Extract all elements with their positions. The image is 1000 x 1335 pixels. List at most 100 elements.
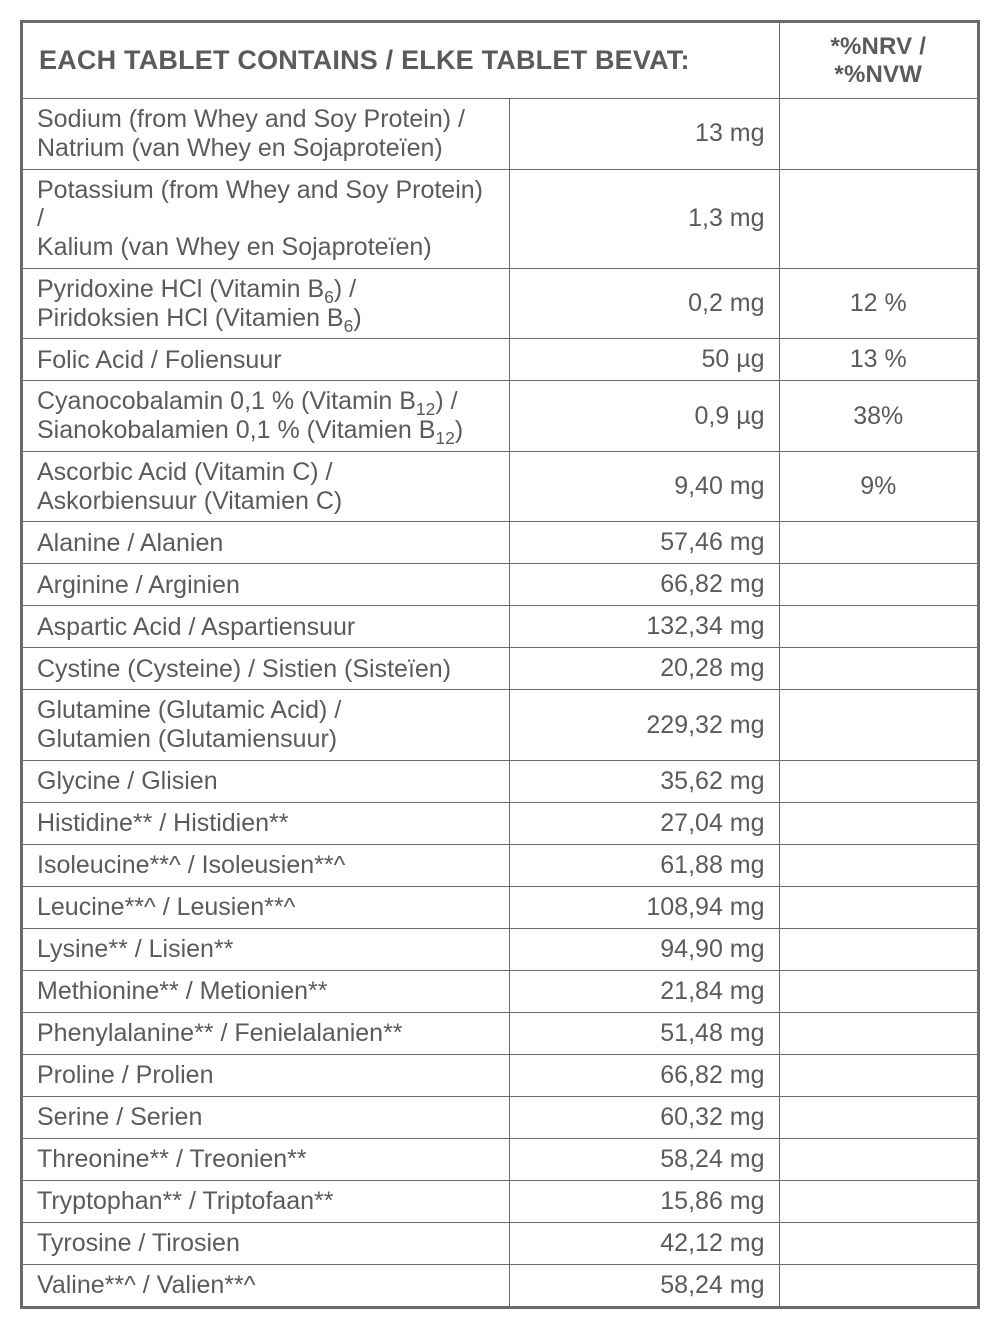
ingredient-amount: 132,34 mg [510, 606, 779, 648]
table-row: Valine**^ / Valien**^58,24 mg [22, 1264, 979, 1307]
ingredient-amount: 58,24 mg [510, 1264, 779, 1307]
ingredient-nrv [779, 970, 978, 1012]
table-row: Aspartic Acid / Aspartiensuur132,34 mg [22, 606, 979, 648]
ingredient-nrv [779, 1012, 978, 1054]
table-row: Sodium (from Whey and Soy Protein) /Natr… [22, 99, 979, 170]
ingredient-nrv [779, 1096, 978, 1138]
table-row: Cystine (Cysteine) / Sistien (Sisteïen)2… [22, 648, 979, 690]
ingredient-amount: 0,2 mg [510, 268, 779, 339]
ingredient-amount: 13 mg [510, 99, 779, 170]
ingredient-nrv [779, 522, 978, 564]
ingredient-name: Folic Acid / Foliensuur [22, 339, 510, 381]
table-row: Threonine** / Treonien**58,24 mg [22, 1138, 979, 1180]
ingredient-name: Serine / Serien [22, 1096, 510, 1138]
ingredient-name: Tyrosine / Tirosien [22, 1222, 510, 1264]
ingredient-amount: 58,24 mg [510, 1138, 779, 1180]
table-row: Methionine** / Metionien**21,84 mg [22, 970, 979, 1012]
ingredient-amount: 108,94 mg [510, 886, 779, 928]
ingredient-name: Pyridoxine HCl (Vitamin B6) /Piridoksien… [22, 268, 510, 339]
ingredient-name: Valine**^ / Valien**^ [22, 1264, 510, 1307]
ingredient-name: Potassium (from Whey and Soy Protein) /K… [22, 169, 510, 268]
ingredient-nrv [779, 802, 978, 844]
ingredient-nrv [779, 648, 978, 690]
ingredient-nrv [779, 1054, 978, 1096]
ingredient-amount: 57,46 mg [510, 522, 779, 564]
ingredient-name: Methionine** / Metionien** [22, 970, 510, 1012]
ingredient-nrv [779, 606, 978, 648]
ingredient-nrv: 12 % [779, 268, 978, 339]
ingredient-amount: 42,12 mg [510, 1222, 779, 1264]
ingredient-name: Histidine** / Histidien** [22, 802, 510, 844]
ingredient-amount: 51,48 mg [510, 1012, 779, 1054]
ingredient-name: Alanine / Alanien [22, 522, 510, 564]
ingredient-amount: 229,32 mg [510, 690, 779, 761]
table-header-row: EACH TABLET CONTAINS / ELKE TABLET BEVAT… [22, 22, 979, 99]
ingredient-name: Leucine**^ / Leusien**^ [22, 886, 510, 928]
table-row: Alanine / Alanien57,46 mg [22, 522, 979, 564]
nutrition-table: EACH TABLET CONTAINS / ELKE TABLET BEVAT… [20, 20, 980, 1309]
ingredient-nrv [779, 1222, 978, 1264]
ingredient-amount: 9,40 mg [510, 451, 779, 522]
ingredient-amount: 15,86 mg [510, 1180, 779, 1222]
ingredient-nrv [779, 564, 978, 606]
table-row: Ascorbic Acid (Vitamin C) /Askorbiensuur… [22, 451, 979, 522]
ingredient-nrv [779, 169, 978, 268]
table-row: Tryptophan** / Triptofaan**15,86 mg [22, 1180, 979, 1222]
ingredient-nrv: 9% [779, 451, 978, 522]
ingredient-amount: 66,82 mg [510, 1054, 779, 1096]
ingredient-amount: 61,88 mg [510, 844, 779, 886]
ingredient-name: Aspartic Acid / Aspartiensuur [22, 606, 510, 648]
ingredient-name: Proline / Prolien [22, 1054, 510, 1096]
ingredient-name: Sodium (from Whey and Soy Protein) /Natr… [22, 99, 510, 170]
table-row: Pyridoxine HCl (Vitamin B6) /Piridoksien… [22, 268, 979, 339]
table-row: Tyrosine / Tirosien42,12 mg [22, 1222, 979, 1264]
ingredient-nrv: 38% [779, 381, 978, 452]
table-row: Lysine** / Lisien**94,90 mg [22, 928, 979, 970]
table-row: Folic Acid / Foliensuur50 µg13 % [22, 339, 979, 381]
ingredient-name: Lysine** / Lisien** [22, 928, 510, 970]
ingredient-name: Ascorbic Acid (Vitamin C) /Askorbiensuur… [22, 451, 510, 522]
ingredient-nrv: 13 % [779, 339, 978, 381]
table-row: Isoleucine**^ / Isoleusien**^61,88 mg [22, 844, 979, 886]
table-body: Sodium (from Whey and Soy Protein) /Natr… [22, 99, 979, 1308]
ingredient-nrv [779, 1138, 978, 1180]
ingredient-nrv [779, 99, 978, 170]
table-row: Histidine** / Histidien**27,04 mg [22, 802, 979, 844]
ingredient-name: Glutamine (Glutamic Acid) /Glutamien (Gl… [22, 690, 510, 761]
ingredient-amount: 0,9 µg [510, 381, 779, 452]
table-row: Glycine / Glisien35,62 mg [22, 760, 979, 802]
ingredient-name: Threonine** / Treonien** [22, 1138, 510, 1180]
ingredient-name: Arginine / Arginien [22, 564, 510, 606]
header-nrv: *%NRV /*%NVW [779, 22, 978, 99]
header-title: EACH TABLET CONTAINS / ELKE TABLET BEVAT… [22, 22, 780, 99]
ingredient-nrv [779, 690, 978, 761]
ingredient-amount: 94,90 mg [510, 928, 779, 970]
ingredient-nrv [779, 1180, 978, 1222]
ingredient-name: Cyanocobalamin 0,1 % (Vitamin B12) /Sian… [22, 381, 510, 452]
table-row: Cyanocobalamin 0,1 % (Vitamin B12) /Sian… [22, 381, 979, 452]
ingredient-amount: 35,62 mg [510, 760, 779, 802]
ingredient-amount: 27,04 mg [510, 802, 779, 844]
table-row: Arginine / Arginien66,82 mg [22, 564, 979, 606]
table-row: Serine / Serien60,32 mg [22, 1096, 979, 1138]
ingredient-nrv [779, 928, 978, 970]
ingredient-nrv [779, 844, 978, 886]
table-row: Glutamine (Glutamic Acid) /Glutamien (Gl… [22, 690, 979, 761]
ingredient-name: Glycine / Glisien [22, 760, 510, 802]
ingredient-amount: 1,3 mg [510, 169, 779, 268]
table-row: Proline / Prolien66,82 mg [22, 1054, 979, 1096]
ingredient-amount: 21,84 mg [510, 970, 779, 1012]
ingredient-nrv [779, 886, 978, 928]
table-row: Potassium (from Whey and Soy Protein) /K… [22, 169, 979, 268]
ingredient-nrv [779, 760, 978, 802]
ingredient-amount: 20,28 mg [510, 648, 779, 690]
ingredient-amount: 60,32 mg [510, 1096, 779, 1138]
table-row: Leucine**^ / Leusien**^108,94 mg [22, 886, 979, 928]
table-row: Phenylalanine** / Fenielalanien**51,48 m… [22, 1012, 979, 1054]
ingredient-name: Cystine (Cysteine) / Sistien (Sisteïen) [22, 648, 510, 690]
ingredient-nrv [779, 1264, 978, 1307]
ingredient-name: Phenylalanine** / Fenielalanien** [22, 1012, 510, 1054]
ingredient-amount: 66,82 mg [510, 564, 779, 606]
ingredient-amount: 50 µg [510, 339, 779, 381]
ingredient-name: Tryptophan** / Triptofaan** [22, 1180, 510, 1222]
